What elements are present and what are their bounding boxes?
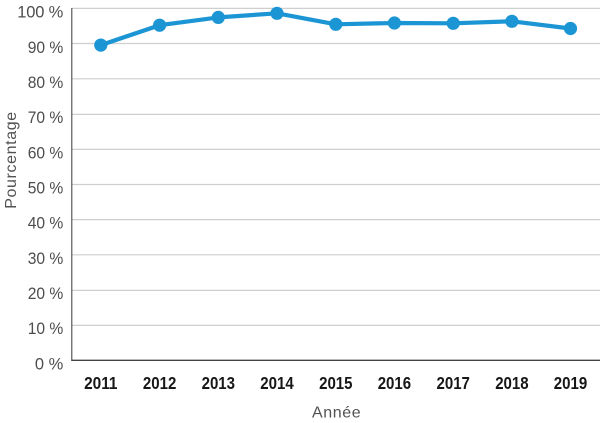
svg-text:2019: 2019 <box>554 373 588 393</box>
svg-text:2011: 2011 <box>84 373 118 393</box>
svg-text:90 %: 90 % <box>28 39 64 57</box>
svg-text:100 %: 100 % <box>17 4 63 22</box>
svg-text:60 %: 60 % <box>28 144 64 162</box>
svg-text:70 %: 70 % <box>28 109 64 127</box>
svg-text:50 %: 50 % <box>28 180 64 198</box>
svg-text:0 %: 0 % <box>35 355 64 373</box>
svg-text:2016: 2016 <box>378 373 412 393</box>
svg-text:Pourcentage: Pourcentage <box>3 112 20 209</box>
svg-text:2017: 2017 <box>437 373 470 393</box>
svg-text:20 %: 20 % <box>28 285 64 303</box>
svg-text:80 %: 80 % <box>28 74 64 92</box>
svg-text:2018: 2018 <box>495 373 529 393</box>
svg-text:2014: 2014 <box>260 373 294 393</box>
svg-text:Année: Année <box>312 405 361 422</box>
svg-text:30 %: 30 % <box>28 250 64 268</box>
svg-text:2013: 2013 <box>202 373 236 393</box>
svg-text:2015: 2015 <box>319 373 353 393</box>
svg-text:10 %: 10 % <box>28 320 64 338</box>
svg-text:2012: 2012 <box>143 373 177 393</box>
svg-text:40 %: 40 % <box>28 215 64 233</box>
